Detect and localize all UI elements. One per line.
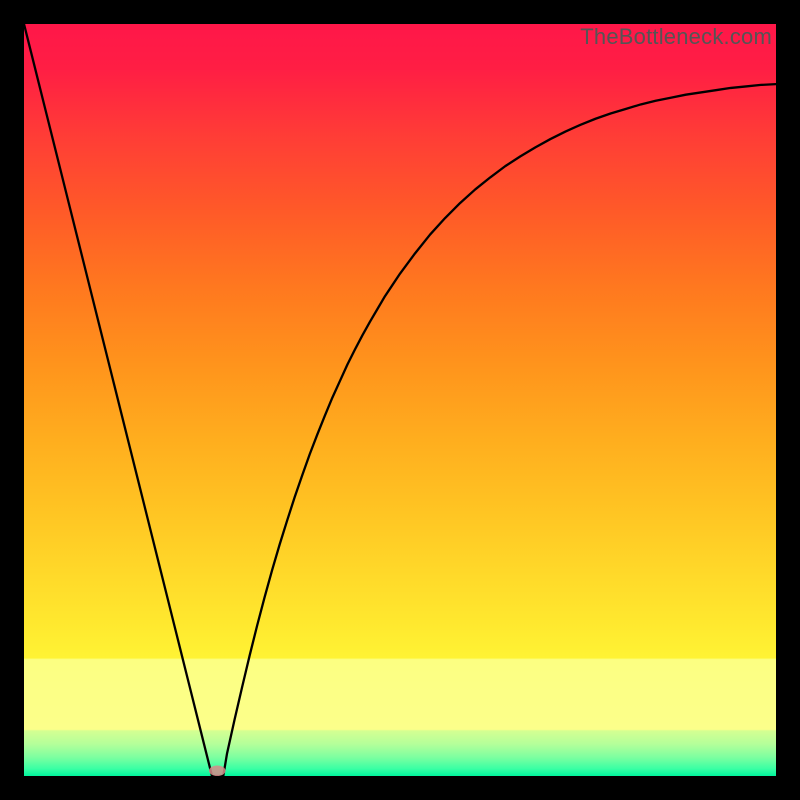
gradient-background <box>24 24 776 776</box>
watermark-text: TheBottleneck.com <box>580 24 772 50</box>
min-marker <box>209 765 226 776</box>
bottleneck-curve-chart <box>24 24 776 776</box>
chart-outer-frame: TheBottleneck.com <box>0 0 800 800</box>
chart-plot-area: TheBottleneck.com <box>24 24 776 776</box>
